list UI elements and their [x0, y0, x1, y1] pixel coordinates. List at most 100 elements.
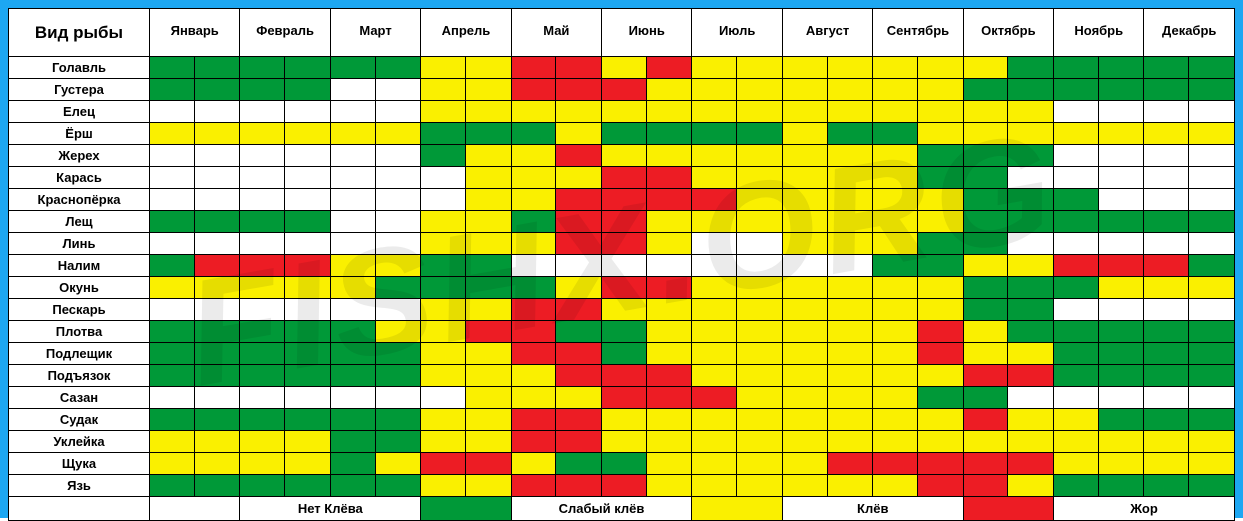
month-cell: [692, 233, 782, 255]
half-cell: [556, 409, 601, 430]
half-cell: [1008, 299, 1053, 320]
half-cell: [376, 321, 421, 342]
half-cell: [331, 321, 376, 342]
fish-name: Ёрш: [9, 123, 150, 145]
half-cell: [873, 431, 918, 452]
legend-swatch: [150, 497, 240, 521]
half-cell: [873, 255, 918, 276]
month-cell: [240, 255, 330, 277]
half-cell: [964, 123, 1009, 144]
half-cell: [421, 211, 466, 232]
half-cell: [692, 101, 737, 122]
half-cell: [466, 145, 511, 166]
half-cell: [602, 343, 647, 364]
half-cell: [1189, 211, 1234, 232]
half-cell: [421, 277, 466, 298]
month-cell: [602, 475, 692, 497]
half-cell: [285, 343, 330, 364]
half-cell: [1054, 453, 1099, 474]
month-cell: [782, 365, 872, 387]
half-cell: [150, 233, 195, 254]
half-cell: [512, 431, 557, 452]
half-cell: [421, 255, 466, 276]
half-cell: [737, 167, 782, 188]
half-cell: [647, 101, 692, 122]
half-cell: [150, 211, 195, 232]
month-cell: [150, 79, 240, 101]
month-cell: [1144, 277, 1235, 299]
half-cell: [285, 189, 330, 210]
half-cell: [1144, 57, 1189, 78]
month-cell: [873, 475, 963, 497]
month-cell: [692, 321, 782, 343]
month-cell: [1054, 101, 1144, 123]
half-cell: [647, 167, 692, 188]
half-cell: [1189, 79, 1234, 100]
half-cell: [195, 79, 240, 100]
half-cell: [1144, 409, 1189, 430]
month-cell: [692, 79, 782, 101]
half-cell: [512, 365, 557, 386]
month-cell: [330, 475, 420, 497]
half-cell: [285, 299, 330, 320]
month-cell: [330, 189, 420, 211]
month-cell: [602, 189, 692, 211]
half-cell: [331, 79, 376, 100]
half-cell: [602, 409, 647, 430]
half-cell: [1008, 211, 1053, 232]
half-cell: [918, 409, 963, 430]
half-cell: [466, 387, 511, 408]
half-cell: [918, 475, 963, 496]
half-cell: [240, 475, 285, 496]
month-cell: [963, 475, 1053, 497]
half-cell: [466, 475, 511, 496]
half-cell: [873, 101, 918, 122]
half-cell: [1054, 343, 1099, 364]
fish-name: Линь: [9, 233, 150, 255]
half-cell: [240, 101, 285, 122]
half-cell: [150, 57, 195, 78]
month-cell: [150, 343, 240, 365]
half-cell: [647, 321, 692, 342]
half-cell: [828, 123, 873, 144]
month-cell: [963, 233, 1053, 255]
month-cell: [240, 123, 330, 145]
half-cell: [285, 321, 330, 342]
half-cell: [150, 431, 195, 452]
half-cell: [421, 299, 466, 320]
table-row: Плотва: [9, 321, 1235, 343]
half-cell: [1099, 101, 1144, 122]
month-cell: [782, 299, 872, 321]
half-cell: [512, 211, 557, 232]
month-cell: [1054, 189, 1144, 211]
half-cell: [1008, 365, 1053, 386]
month-cell: [873, 299, 963, 321]
month-cell: [873, 453, 963, 475]
half-cell: [1054, 101, 1099, 122]
month-header: Июнь: [602, 9, 692, 57]
month-cell: [692, 189, 782, 211]
half-cell: [737, 79, 782, 100]
month-cell: [421, 233, 511, 255]
month-cell: [782, 233, 872, 255]
month-cell: [963, 387, 1053, 409]
month-cell: [873, 431, 963, 453]
half-cell: [195, 189, 240, 210]
month-cell: [963, 189, 1053, 211]
half-cell: [873, 123, 918, 144]
month-cell: [240, 343, 330, 365]
half-cell: [195, 101, 240, 122]
half-cell: [1099, 475, 1144, 496]
half-cell: [828, 167, 873, 188]
half-cell: [240, 255, 285, 276]
half-cell: [556, 79, 601, 100]
half-cell: [1099, 299, 1144, 320]
half-cell: [331, 123, 376, 144]
legend-swatch: [692, 497, 782, 521]
fish-name: Подлещик: [9, 343, 150, 365]
half-cell: [556, 123, 601, 144]
half-cell: [602, 321, 647, 342]
fish-name: Язь: [9, 475, 150, 497]
month-cell: [963, 79, 1053, 101]
half-cell: [692, 387, 737, 408]
